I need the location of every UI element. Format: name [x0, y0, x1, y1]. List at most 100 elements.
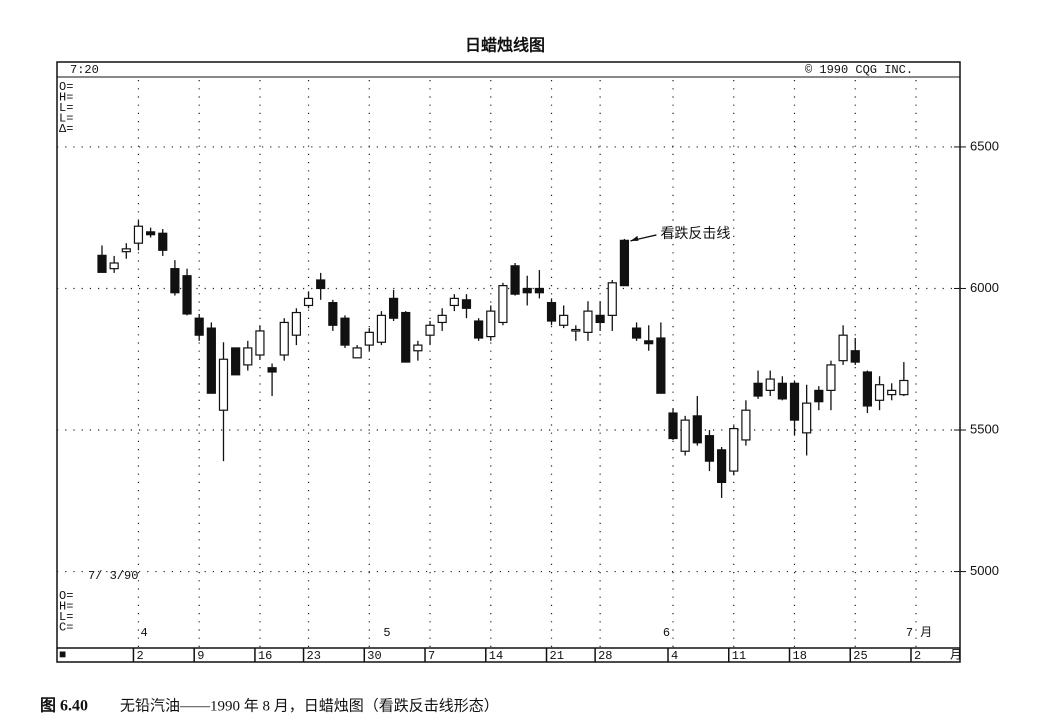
candle-body — [838, 334, 848, 362]
candle-body — [546, 302, 557, 322]
candle-body — [388, 297, 399, 319]
top-field: H= — [59, 91, 73, 105]
candle-body — [559, 314, 569, 326]
candle-body — [145, 231, 156, 236]
candle-body — [595, 314, 605, 324]
candle-body — [692, 415, 702, 444]
candle-body — [498, 285, 508, 324]
chart-title: 日蜡烛线图 — [465, 36, 545, 55]
candle-body — [729, 428, 739, 472]
time-label: 7:20 — [70, 63, 99, 77]
candle-body — [753, 382, 763, 397]
candle-body — [619, 239, 630, 287]
month-unit: 月 — [950, 648, 962, 662]
candle-body — [486, 310, 496, 338]
candle-body — [376, 314, 387, 343]
candle-body — [644, 340, 654, 345]
x-tick-label: 30 — [367, 649, 381, 663]
top-field: O= — [59, 80, 73, 94]
x-tick-label: 28 — [598, 649, 612, 663]
month-label: 5 — [383, 626, 390, 640]
x-tick-label: 2 — [136, 649, 143, 663]
candle-body — [789, 382, 800, 421]
candle-body — [206, 327, 216, 394]
candle-body — [425, 324, 435, 336]
top-field: L= — [59, 112, 73, 126]
candle-body — [826, 364, 836, 391]
candle-body — [316, 279, 326, 290]
candle-body — [97, 254, 107, 273]
candle-body — [656, 337, 666, 394]
candle-body — [522, 287, 532, 294]
candle-body — [765, 378, 775, 391]
y-tick-label: 5000 — [970, 563, 999, 578]
x-tick-label: 21 — [550, 649, 564, 663]
candle-body — [887, 389, 897, 396]
candle-body — [243, 347, 253, 366]
candle-body — [182, 275, 192, 315]
candle-body — [814, 389, 824, 403]
plot-frame — [56, 61, 961, 663]
bottom-field: H= — [59, 600, 73, 614]
candle-body — [862, 371, 873, 407]
candle-body — [303, 297, 314, 307]
month-label: 4 — [140, 626, 147, 640]
x-tick-label: 14 — [489, 649, 503, 663]
candle-body — [328, 302, 338, 326]
candle-body — [510, 265, 520, 295]
candle-body — [850, 350, 860, 363]
top-field: Δ= — [59, 122, 73, 136]
bottom-field: C= — [59, 621, 73, 635]
x-tick-label: 4 — [671, 649, 678, 663]
candle-body — [449, 297, 459, 307]
candle-body — [704, 435, 715, 462]
y-tick-label: 6000 — [970, 280, 999, 295]
top-field: L= — [59, 101, 73, 115]
candle-body — [255, 330, 265, 356]
month-label: 7 月 — [906, 626, 932, 640]
candle-body — [413, 344, 423, 352]
candle-body — [668, 412, 678, 440]
caption-number: 图 6.40 — [40, 697, 88, 715]
candle-body — [717, 449, 727, 483]
candle-body — [291, 311, 301, 336]
candle-body — [194, 317, 204, 336]
x-tick-label: 23 — [307, 649, 321, 663]
candle-body — [741, 409, 751, 441]
x-tick-label: 16 — [258, 649, 272, 663]
candle-body — [534, 287, 544, 294]
candle-body — [352, 347, 362, 359]
candle-body — [583, 310, 593, 333]
candle-body — [109, 262, 119, 270]
candle-body — [218, 358, 229, 411]
candle-body — [158, 232, 168, 251]
x-tick-label: 18 — [793, 649, 807, 663]
candle-body — [802, 402, 812, 434]
candle-body — [364, 331, 374, 346]
x-tick-label: 2 — [914, 649, 921, 663]
candle-body — [231, 347, 241, 376]
candle-body — [170, 268, 180, 294]
y-tick-label: 6500 — [970, 138, 999, 153]
caption: 无铅汽油——1990 年 8 月，日蜡烛图（看跌反击线形态） — [120, 697, 499, 714]
x-tick-label: 7 — [428, 649, 435, 663]
arrow-head — [630, 235, 639, 241]
month-label: 6 — [663, 626, 670, 640]
candle-body — [401, 311, 411, 363]
candle-body — [631, 327, 642, 339]
copyright: © 1990 CQG INC. — [805, 63, 913, 77]
bottom-field: O= — [59, 589, 73, 603]
candle-body — [267, 367, 277, 373]
candle-body — [607, 282, 617, 316]
candle-body — [874, 384, 885, 401]
candle-body — [279, 321, 289, 356]
bottom-field: L= — [59, 610, 73, 624]
candle-body — [474, 320, 484, 339]
candle-body — [680, 419, 690, 452]
candle-body — [899, 379, 909, 396]
corner-marker: ■ — [59, 648, 66, 662]
candle-body — [340, 317, 350, 346]
candle-body — [437, 314, 447, 324]
x-tick-label: 11 — [732, 649, 746, 663]
